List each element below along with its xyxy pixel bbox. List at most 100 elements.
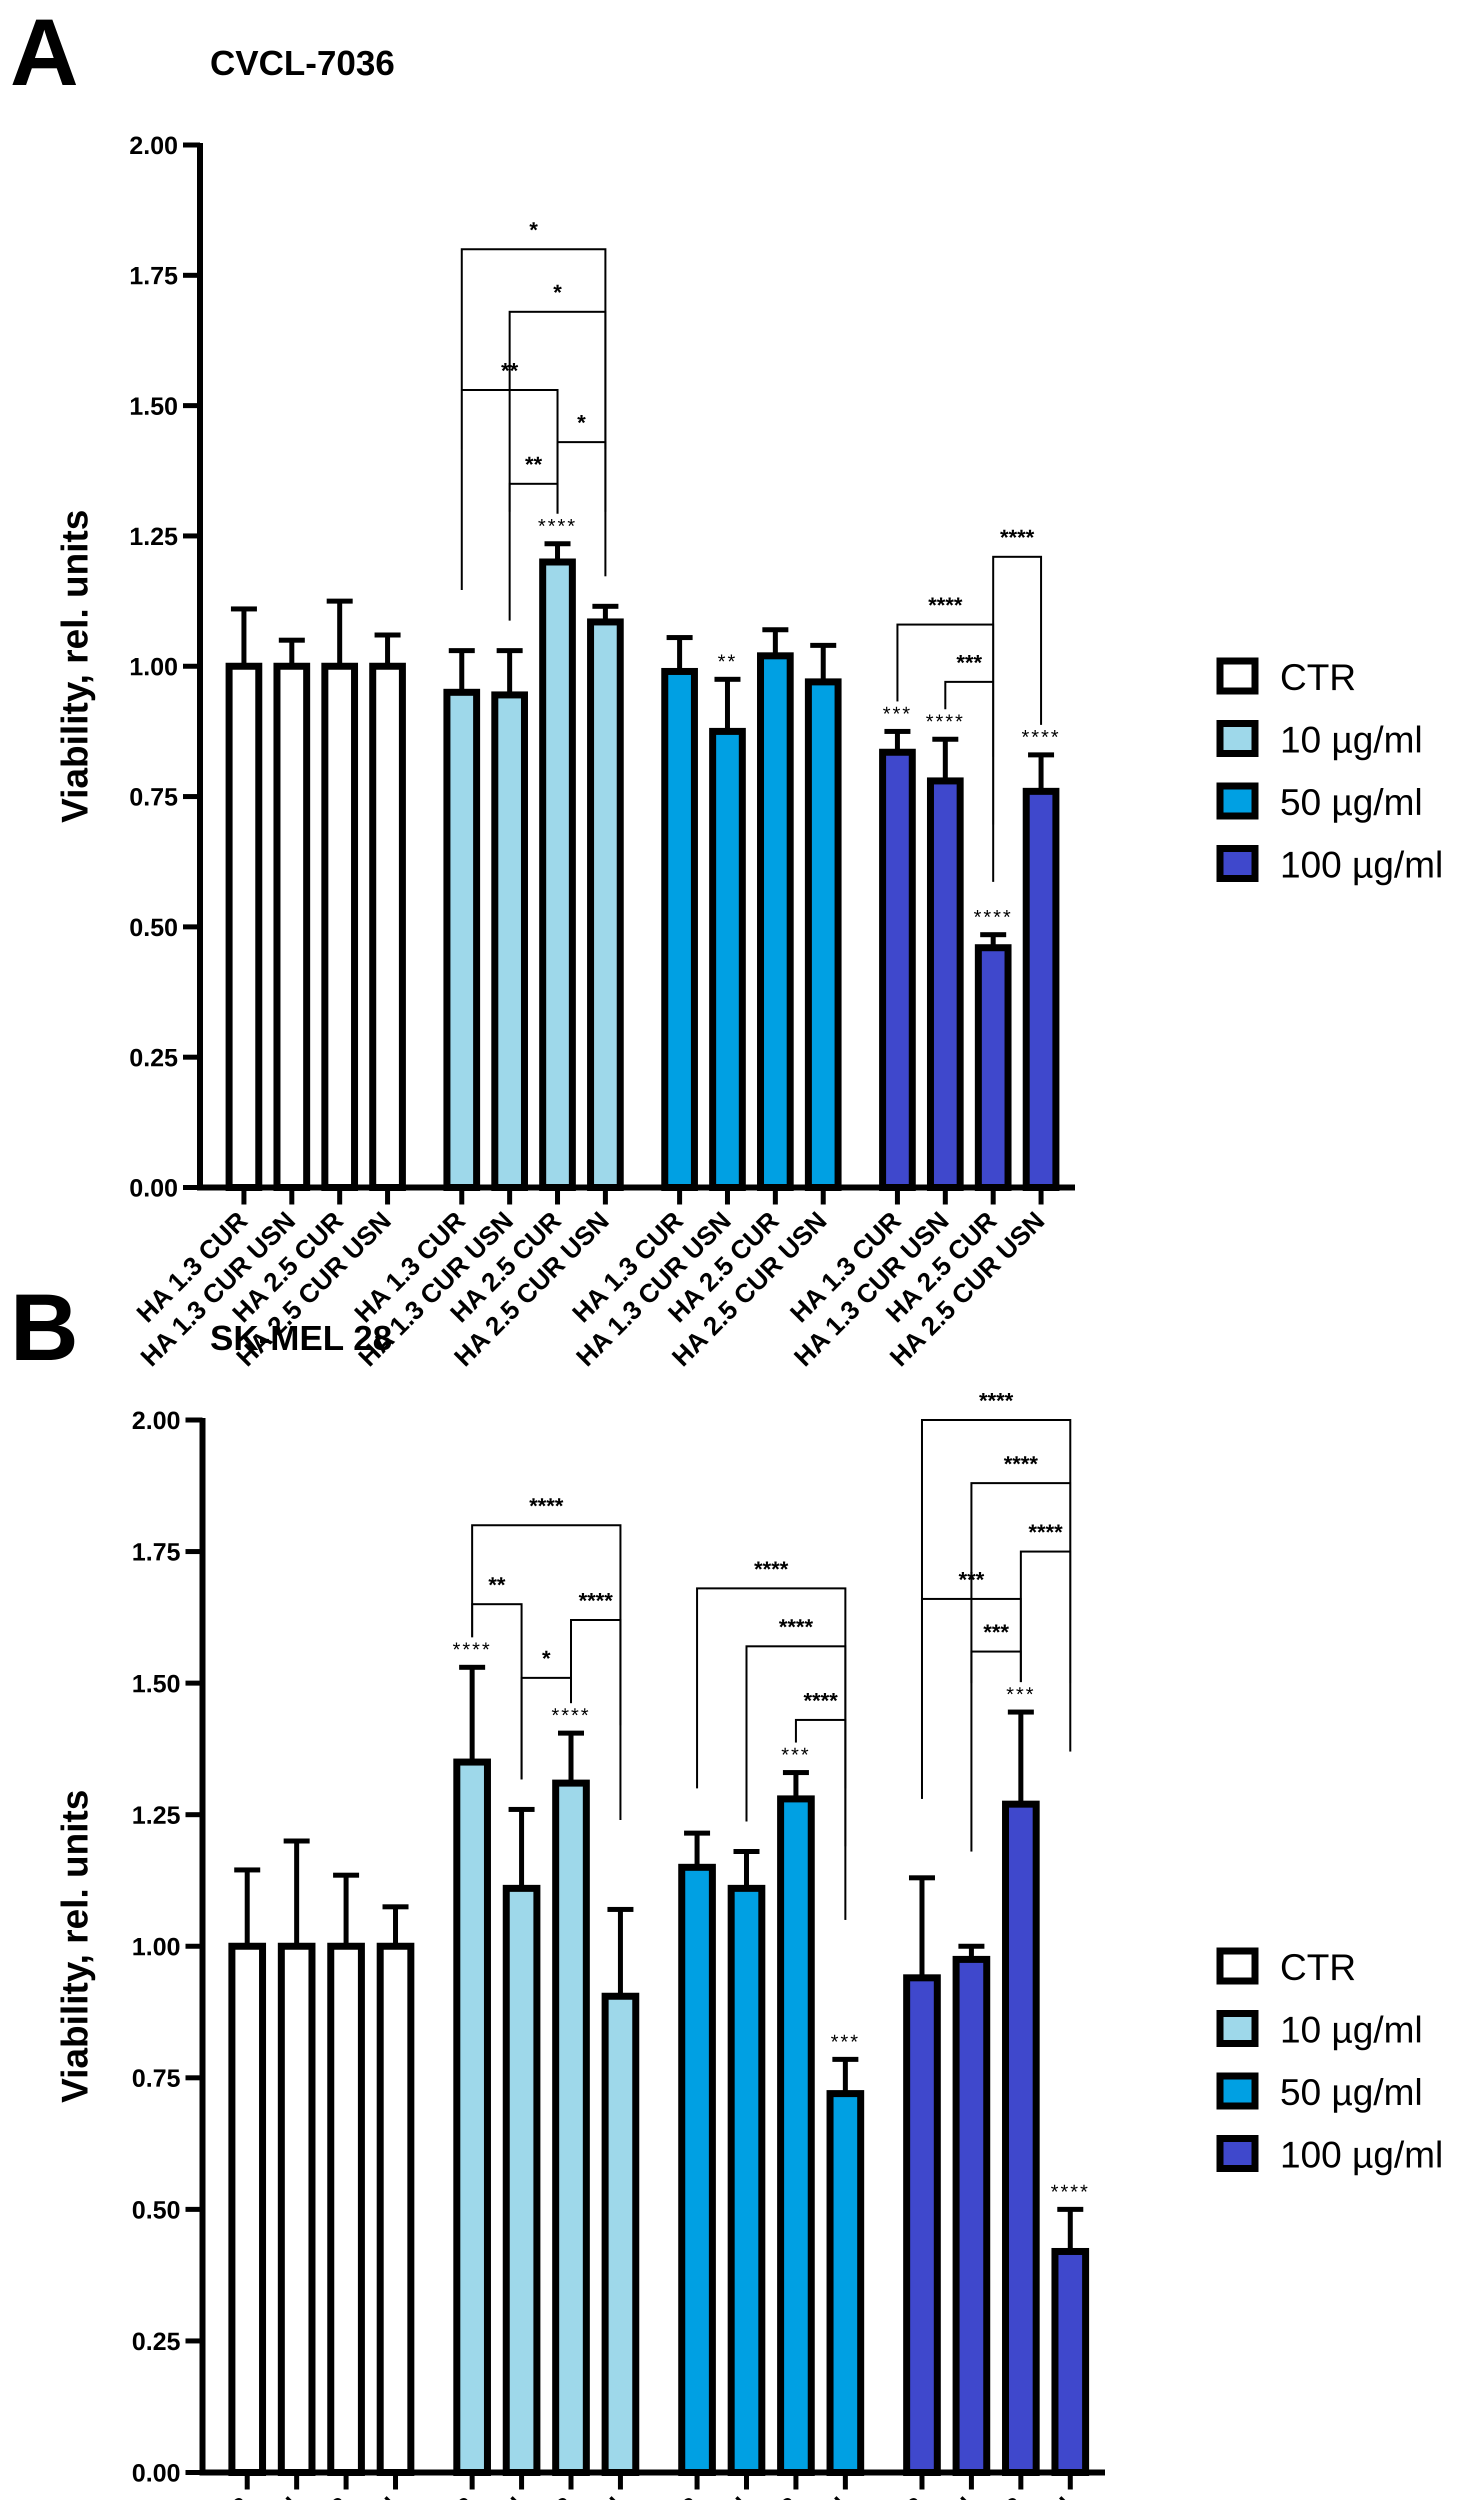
significance-label: **** [552, 1704, 590, 1726]
comparison-label: **** [928, 593, 962, 618]
significance-label: **** [974, 906, 1012, 928]
legend-swatch [1216, 720, 1258, 757]
bar [602, 1992, 640, 2476]
significance-label: *** [782, 1744, 811, 1766]
y-tick-label: 1.75 [132, 1538, 180, 1566]
bar [804, 678, 842, 1191]
legend-swatch [1216, 1948, 1258, 1984]
bar [903, 1974, 941, 2476]
bar [321, 662, 358, 1191]
bar [678, 1864, 716, 2476]
significance-label: *** [830, 2031, 860, 2053]
comparison-label: * [542, 1646, 551, 1671]
significance-label: **** [1022, 726, 1060, 748]
y-tick-label: 1.25 [130, 522, 178, 550]
comparison-bracket [970, 1650, 1022, 1852]
bar [278, 1942, 316, 2476]
bar [728, 1884, 766, 2476]
panel-a: A CVCL-7036 Viability, rel. units 0.00 0.25 0… [10, 0, 1443, 1372]
bar [826, 2090, 864, 2476]
y-tick-label: 1.75 [130, 262, 178, 290]
y-tick-label: 1.00 [130, 653, 178, 681]
panel-letter: B [10, 1274, 78, 1380]
x-tick-label: HA 2.5 CUR USN [464, 2491, 630, 2500]
bar [443, 688, 480, 1191]
comparison-bracket [508, 310, 606, 512]
bar [587, 618, 624, 1191]
comparison-label: **** [578, 1588, 613, 1613]
legend-label: CTR [1280, 1946, 1356, 1988]
significance-label: *** [883, 703, 912, 725]
comparison-bracket [471, 1603, 523, 1780]
panel-title: SK-MEL 28 [210, 1318, 392, 1358]
legend-label: 100 µg/ml [1280, 844, 1443, 886]
bar [273, 662, 310, 1191]
bar [757, 652, 794, 1191]
y-tick-label: 0.75 [130, 783, 178, 811]
significance-label: **** [1050, 2181, 1090, 2203]
y-axis-label: Viability, rel. units [54, 510, 96, 822]
comparison-label: **** [1000, 526, 1034, 550]
x-tick-label: HA 2.5 CUR USN [914, 2491, 1080, 2500]
bar [327, 1942, 365, 2476]
bar [926, 777, 964, 1191]
significance-label: **** [538, 516, 577, 538]
legend-swatch [1216, 2072, 1258, 2110]
comparison-label: * [530, 218, 538, 242]
bar [777, 1795, 815, 2476]
comparison-label: * [577, 410, 586, 435]
bar [952, 1956, 990, 2476]
significance-label: ** [718, 651, 737, 673]
legend-swatch [1216, 2135, 1258, 2172]
bar [879, 748, 916, 1191]
panel-letter: A [10, 0, 78, 106]
comparison-label: **** [1004, 1452, 1038, 1476]
x-tick-label: HA 2.5 CUR [458, 2491, 580, 2500]
legend-swatch [1216, 658, 1258, 694]
bar [502, 1884, 540, 2476]
x-tick-label: HA 2.5 CUR [234, 2491, 356, 2500]
x-tick-label: HA 1.3 CUR [134, 2491, 256, 2500]
y-tick-label: 2.00 [130, 132, 178, 160]
y-tick-label: 0.00 [130, 1174, 178, 1202]
x-tick-label: HA 1.3 CUR USN [140, 2491, 306, 2500]
panel-title: CVCL-7036 [210, 44, 395, 82]
comparison-label: **** [1028, 1520, 1063, 1544]
comparison-label: *** [956, 650, 982, 675]
bar [369, 662, 406, 1191]
x-tick-label: HA 2.5 CUR [683, 2491, 805, 2500]
legend-swatch [1216, 2010, 1258, 2047]
legend-label: 10 µg/ml [1280, 2009, 1422, 2050]
bar [1022, 788, 1060, 1191]
comparison-label: ** [525, 452, 542, 477]
y-tick-label: 0.75 [132, 2064, 180, 2092]
legend-label: CTR [1280, 656, 1356, 698]
bar [539, 558, 576, 1191]
legend-swatch [1216, 782, 1258, 820]
bar [1051, 2248, 1090, 2476]
comparison-label: **** [779, 1615, 814, 1640]
y-tick-label: 1.25 [132, 1801, 180, 1829]
comparison-bracket [520, 1676, 572, 1780]
y-axis-label: Viability, rel. units [54, 1790, 96, 2102]
significance-label: **** [452, 1639, 492, 1661]
bar [228, 1942, 266, 2476]
comparison-bracket [1020, 1550, 1072, 1752]
comparison-bracket [570, 1618, 622, 1820]
legend-label: 10 µg/ml [1280, 719, 1422, 760]
comparison-bracket [508, 482, 559, 621]
comparison-bracket [471, 1524, 622, 1726]
comparison-label: ** [488, 1572, 506, 1597]
comparison-bracket [920, 1598, 1022, 1799]
significance-label: *** [1006, 1684, 1036, 1706]
bar [661, 668, 698, 1191]
x-tick-label: HA 2.5 CUR USN [688, 2491, 854, 2500]
bar [453, 1758, 491, 2476]
legend-label: 100 µg/ml [1280, 2134, 1443, 2176]
legend-label: 50 µg/ml [1280, 2072, 1422, 2113]
comparison-label: **** [754, 1557, 788, 1582]
bar [1002, 1800, 1040, 2476]
y-tick-label: 0.25 [130, 1044, 178, 1072]
